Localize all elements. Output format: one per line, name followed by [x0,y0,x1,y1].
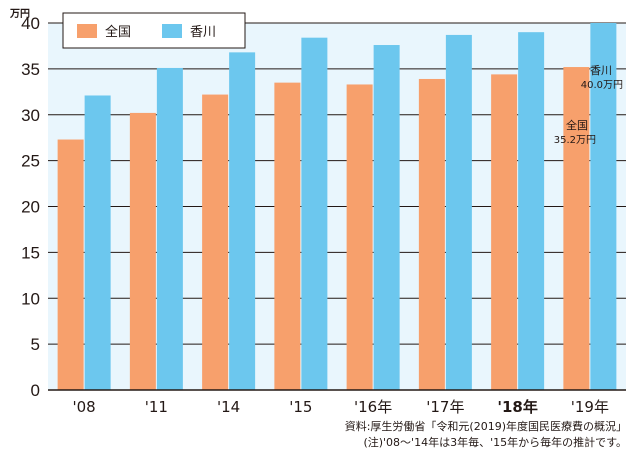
x-tick-label: '19年 [571,398,609,416]
x-tick-label: '17年 [426,398,464,416]
bar-kagawa [301,37,328,391]
x-tick-label: '16年 [354,398,392,416]
bar-kagawa [590,23,617,390]
legend-label: 香川 [190,25,216,40]
bar-kagawa [445,34,472,391]
y-tick-label: 5 [31,335,40,354]
x-axis-ticks: '08 '11 '14 '15 '16年 '17年 '18年 '19年 [73,398,609,416]
bar-chart: 0 5 10 15 20 25 30 35 40 万円 '08 '11 '14 '15 '16年 '17年… [9,8,626,416]
y-tick-label: 0 [31,381,40,400]
source-note: 資料:厚生労働省「令和元(2019)年度国民医療費の概況」 [344,420,627,433]
x-tick-label: '15 [289,398,312,416]
annotation-national-name: 全国 [566,118,588,132]
y-axis-ticks: 0 5 10 15 20 25 30 35 40 [21,14,40,400]
y-tick-label: 30 [21,106,40,125]
bar-kagawa [373,45,400,391]
bar-national [202,94,229,390]
annotation-kagawa-name: 香川 [590,64,612,77]
bar-kagawa [518,32,545,391]
bar-national [491,74,518,390]
bar-kagawa [156,67,183,391]
bar-kagawa [229,52,256,391]
legend-swatch [77,24,97,38]
bar-national [563,67,590,390]
y-tick-label: 10 [21,289,40,308]
bar-national [57,139,84,390]
y-tick-label: 20 [21,198,40,217]
y-tick-label: 40 [21,14,40,33]
annotation-national-value: 35.2万円 [554,135,596,146]
legend: 全国 香川 [62,12,246,49]
bars [57,23,617,391]
bar-national [346,84,373,390]
bar-kagawa [84,95,111,391]
x-tick-label: '18年 [497,398,537,416]
x-tick-label: '14 [217,398,240,416]
x-tick-label: '08 [73,398,96,416]
footnote: (注)'08〜'14年は3年毎、'15年から毎年の推計です。 [363,436,627,449]
annotation-kagawa-value: 40.0万円 [581,80,623,91]
x-tick-label: '11 [145,398,168,416]
bar-national [418,78,445,390]
bar-national [274,82,301,390]
bar-national [129,112,156,390]
y-axis-unit: 万円 [9,8,30,20]
y-tick-label: 15 [21,243,40,262]
legend-swatch [162,24,182,38]
legend-label: 全国 [105,24,131,40]
legend-box [62,12,246,49]
y-tick-label: 35 [21,60,40,79]
y-tick-label: 25 [21,152,40,171]
